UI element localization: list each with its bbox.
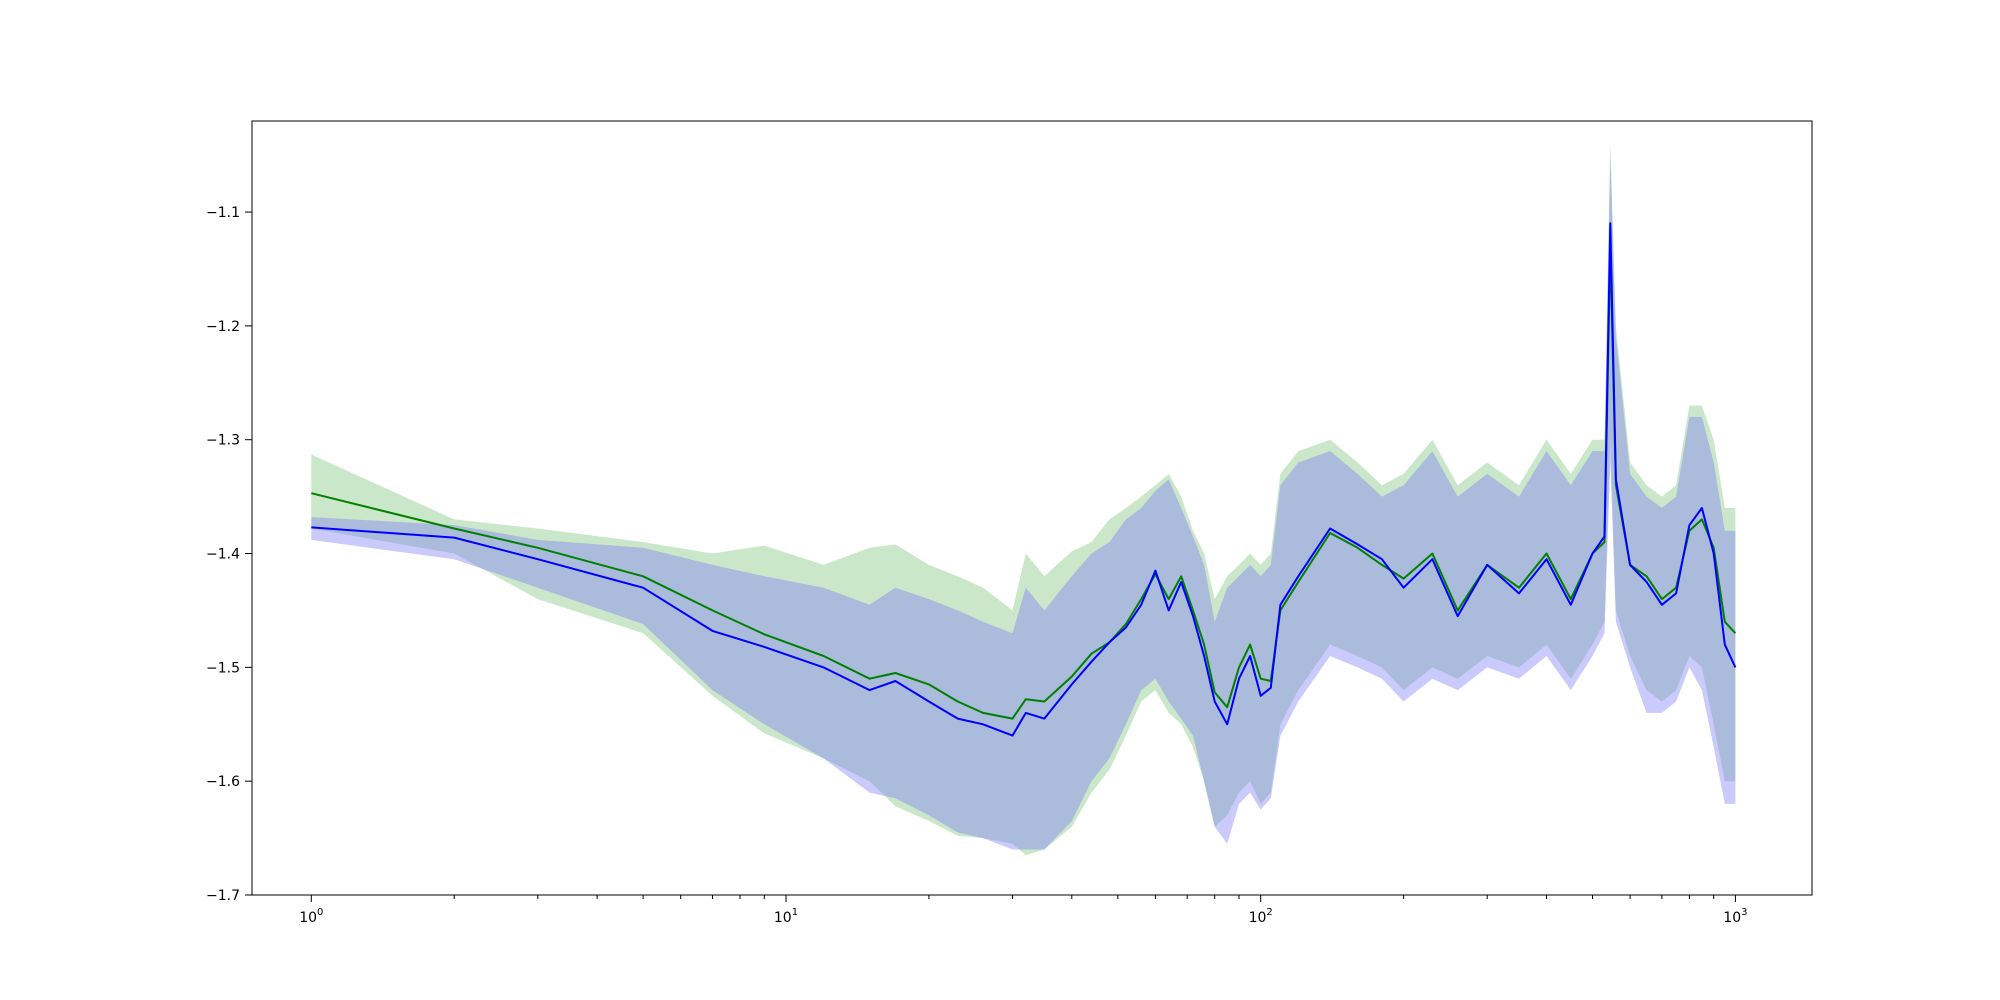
- confidence-bands: [311, 143, 1736, 856]
- y-tick-label: −1.3: [206, 433, 240, 449]
- x-tick-exponent: 0: [317, 907, 323, 918]
- x-tick-label: 102: [1249, 907, 1273, 926]
- x-tick-base: 10: [774, 910, 792, 926]
- y-tick-label: −1.6: [206, 774, 240, 790]
- x-tick-base: 10: [1249, 910, 1267, 926]
- x-tick-exponent: 1: [792, 907, 798, 918]
- series-2-line: [311, 222, 1737, 737]
- y-tick-label: −1.4: [206, 547, 240, 563]
- plot-frame: [251, 120, 1813, 896]
- series-lines: [311, 222, 1737, 737]
- x-tick-base: 10: [299, 910, 317, 926]
- x-tick-base: 10: [1723, 910, 1741, 926]
- y-tick-label: −1.5: [206, 660, 240, 676]
- y-axis: −1.1 −1.2 −1.3 −1.4 −1.5 −1.6 −1.7: [206, 205, 252, 904]
- x-tick-label: 103: [1723, 907, 1747, 926]
- y-tick-label: −1.2: [206, 319, 240, 335]
- x-tick-exponent: 2: [1266, 907, 1272, 918]
- x-tick-exponent: 3: [1741, 907, 1747, 918]
- x-tick-label: 100: [299, 907, 323, 926]
- x-tick-label: 101: [774, 907, 798, 926]
- series-2-band: [311, 155, 1736, 850]
- y-tick-label: −1.7: [206, 888, 240, 904]
- x-axis: 100 101 102 103: [299, 895, 1748, 926]
- y-tick-label: −1.1: [206, 205, 240, 221]
- series-1-band: [311, 143, 1736, 856]
